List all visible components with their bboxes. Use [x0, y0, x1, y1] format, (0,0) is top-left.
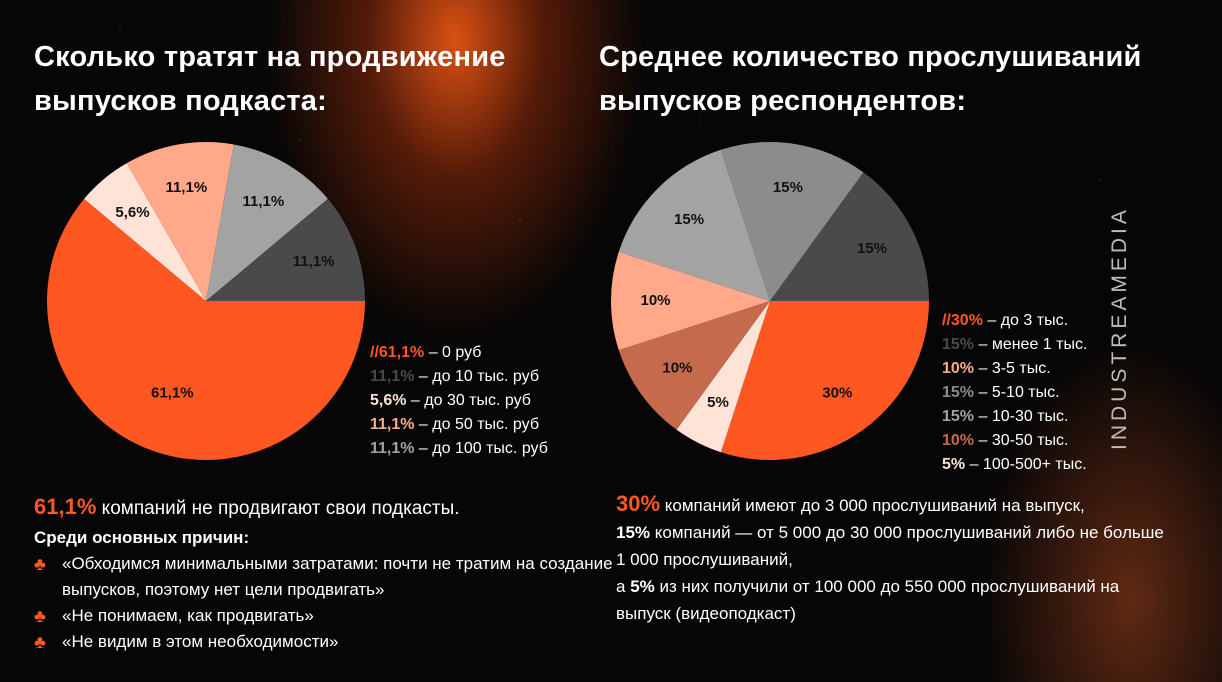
listens-highlight: 30% — [616, 491, 661, 516]
legend-item: 10% – 3-5 тыс. — [942, 357, 1087, 381]
legend-label: – до 50 тыс. руб — [414, 416, 539, 433]
summary-line: 61,1% компаний не продвигают свои подкас… — [34, 492, 614, 524]
listens-pie-chart: 30% 5% 10% 10% 15% 15% 15% — [611, 142, 929, 460]
listens-paragraph-3: а 5% из них получили от 100 000 до 550 0… — [616, 573, 1176, 627]
legend-percent: 61,1% — [378, 344, 425, 361]
left-chart-title: Сколько тратят на продвижение выпусков п… — [34, 41, 506, 117]
legend-percent: 10% — [942, 432, 975, 449]
legend-percent: 15% — [942, 408, 975, 425]
brand-logo: INDUSTREAMEDIA — [1108, 206, 1131, 450]
pie-slice — [618, 149, 770, 301]
legend-percent: 15% — [942, 336, 975, 353]
legend-label: – до 30 тыс. руб — [406, 392, 531, 409]
legend-item: 11,1% – до 50 тыс. руб — [370, 413, 548, 437]
reason-text: «Обходимся минимальными затратами: почти… — [62, 554, 613, 599]
listens-text-2: компаний — от 5 000 до 30 000 прослушива… — [616, 523, 1164, 569]
legend-label: – 3-5 тыс. — [974, 360, 1051, 377]
right-chart-title: Среднее количество прослушиваний выпуско… — [599, 41, 1142, 117]
slice-label: 11,1% — [165, 179, 207, 196]
slice-label: 61,1% — [151, 385, 194, 402]
pie-slice — [770, 172, 929, 301]
legend-item: 5% – 100-500+ тыс. — [942, 453, 1087, 477]
slice-label: 15% — [674, 211, 704, 228]
legend-item: 15% – менее 1 тыс. — [942, 333, 1087, 357]
slice-label: 10% — [641, 292, 671, 309]
slice-label: 10% — [662, 359, 692, 376]
slice-label: 11,1% — [293, 253, 335, 270]
legend-item: 15% – 10-30 тыс. — [942, 405, 1087, 429]
legend-percent: 15% — [942, 384, 975, 401]
legend-item: 11,1% – до 10 тыс. руб — [370, 365, 548, 389]
reason-item: ♣ «Не понимаем, как продвигать» — [34, 603, 614, 629]
legend-percent: 5,6% — [370, 392, 407, 409]
club-icon: ♣ — [34, 606, 46, 626]
pie-slice — [206, 198, 365, 301]
legend-percent: 11,1% — [370, 368, 415, 385]
slice-label: 15% — [857, 240, 887, 257]
pie-slice — [676, 301, 770, 453]
legend-prefix: // — [370, 344, 379, 361]
listens-paragraph-1: 30% компаний имеют до 3 000 прослушивани… — [616, 490, 1176, 519]
legend-percent: 30% — [950, 312, 983, 329]
club-icon: ♣ — [34, 632, 46, 652]
summary-highlight: 61,1% — [34, 494, 97, 519]
legend-percent: 5% — [942, 456, 966, 473]
legend-item: 10% – 30-50 тыс. — [942, 429, 1087, 453]
slice-label: 5% — [707, 394, 729, 411]
legend-percent: 11,1% — [370, 416, 415, 433]
pie-slice — [84, 163, 206, 301]
reason-text: «Не видим в этом необходимости» — [62, 632, 339, 651]
legend-percent: 10% — [942, 360, 975, 377]
pie-slice — [720, 301, 929, 460]
pie-slice — [47, 198, 365, 460]
pie-slice — [611, 251, 770, 351]
legend-item: //30% – до 3 тыс. — [942, 309, 1087, 333]
pie-slice — [206, 144, 328, 301]
listens-text-1: компаний имеют до 3 000 прослушиваний на… — [660, 496, 1085, 515]
pie-slice — [720, 142, 864, 301]
legend-label: – 100-500+ тыс. — [965, 456, 1087, 473]
legend-item: //61,1% – 0 руб — [370, 341, 548, 365]
pie-slice — [126, 142, 234, 301]
legend-label: – до 3 тыс. — [982, 312, 1069, 329]
legend-label: – до 10 тыс. руб — [414, 368, 539, 385]
reason-item: ♣ «Обходимся минимальными затратами: почт… — [34, 551, 614, 603]
reason-text: «Не понимаем, как продвигать» — [62, 606, 314, 625]
spending-pie-chart: 61,1% 5,6% 11,1% 11,1% 11,1% — [47, 142, 365, 460]
legend-label: – менее 1 тыс. — [974, 336, 1088, 353]
legend-percent: 11,1% — [370, 440, 415, 457]
legend-item: 5,6% – до 30 тыс. руб — [370, 389, 548, 413]
listens-prefix-3: а — [616, 577, 631, 596]
spending-legend: //61,1% – 0 руб 11,1% – до 10 тыс. руб 5,6… — [370, 341, 548, 461]
pie-slice — [618, 301, 770, 430]
reasons-title: Среди основных причин: — [34, 528, 250, 547]
reason-item: ♣ «Не видим в этом необходимости» — [34, 629, 614, 655]
legend-prefix: // — [942, 312, 951, 329]
legend-label: – 0 руб — [424, 344, 482, 361]
legend-item: 11,1% – до 100 тыс. руб — [370, 437, 548, 461]
listens-summary: 30% компаний имеют до 3 000 прослушивани… — [616, 490, 1176, 627]
slice-label: 5,6% — [115, 204, 149, 221]
spending-summary: 61,1% компаний не продвигают свои подкас… — [34, 492, 614, 655]
listens-text-3: из них получили от 100 000 до 550 000 пр… — [616, 577, 1120, 623]
summary-text: компаний не продвигают свои подкасты. — [96, 498, 460, 519]
legend-label: – до 100 тыс. руб — [414, 440, 548, 457]
legend-label: – 10-30 тыс. — [974, 408, 1069, 425]
listens-paragraph-2: 15% компаний — от 5 000 до 30 000 прослу… — [616, 519, 1176, 573]
slice-label: 15% — [773, 179, 803, 196]
slice-label: 30% — [822, 385, 852, 402]
club-icon: ♣ — [34, 554, 46, 574]
listens-bold-2: 15% — [616, 523, 651, 542]
listens-legend: //30% – до 3 тыс. 15% – менее 1 тыс. 10% –… — [942, 309, 1087, 477]
legend-label: – 5-10 тыс. — [974, 384, 1060, 401]
legend-label: – 30-50 тыс. — [974, 432, 1069, 449]
legend-item: 15% – 5-10 тыс. — [942, 381, 1087, 405]
listens-bold-3: 5% — [630, 577, 655, 596]
slice-label: 11,1% — [242, 193, 284, 210]
